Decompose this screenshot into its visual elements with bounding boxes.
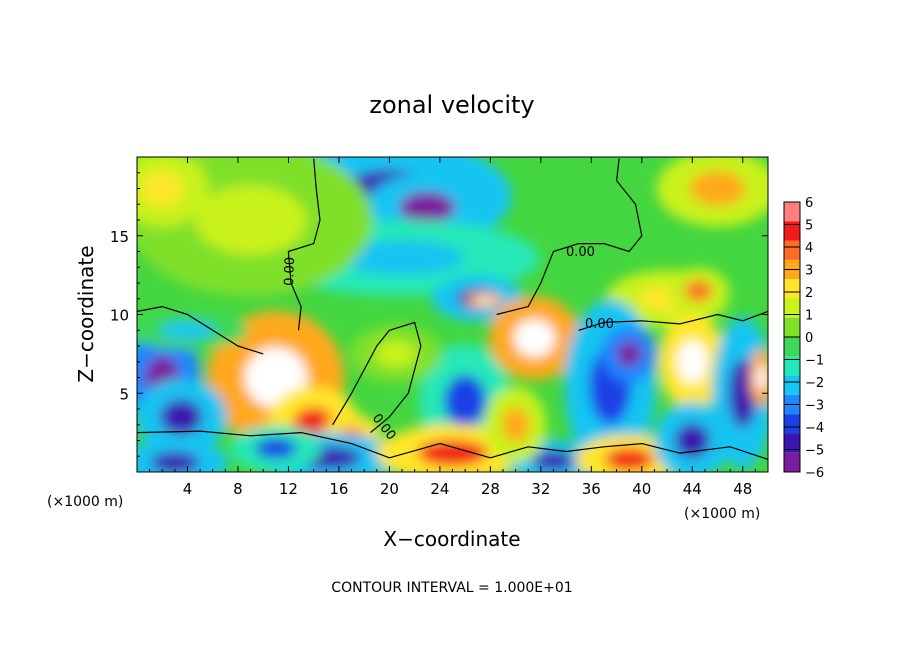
colorbar-tick-label: −1: [805, 354, 824, 369]
field-blob-core: [417, 440, 488, 467]
colorbar-swatch: [784, 202, 800, 222]
colorbar-swatch: [784, 298, 800, 318]
colorbar-tick-label: 1: [805, 309, 813, 324]
field-blob-core: [684, 280, 713, 302]
field-blob-core: [674, 423, 710, 458]
colorbar-swatch: [784, 414, 800, 434]
colorbar-tick-label: 2: [805, 286, 813, 301]
zero-contour-line: [332, 321, 422, 434]
x-tick-label: 36: [582, 480, 601, 498]
contour-label: 0.00: [585, 317, 614, 332]
colorbar-swatch: [784, 356, 800, 376]
x-tick-label: 24: [430, 480, 449, 498]
x-axis: 4 8 12 16 20 24 28 32 36 40 44 48: [149, 157, 756, 498]
field-blob-core: [339, 240, 465, 276]
x-tick-label: 8: [233, 480, 243, 498]
colorbar-tick-label: 0: [805, 331, 813, 346]
field-blob-core: [475, 296, 493, 304]
x-tick-label: 32: [531, 480, 550, 498]
field-blob-core: [689, 171, 746, 206]
colorbar-tick-label: −5: [805, 444, 824, 459]
field-blob-core: [677, 340, 708, 384]
x-tick-label: 16: [329, 480, 348, 498]
field-blob-core: [374, 340, 417, 367]
x-unit-label: (×1000 m): [47, 494, 123, 510]
field-blob-core: [604, 448, 654, 471]
colorbar-swatch: [784, 317, 800, 337]
zero-contour-line: [137, 430, 768, 460]
field-blob-core: [501, 407, 530, 443]
y-tick-label: 15: [110, 228, 129, 246]
colorbar-swatch: [784, 452, 800, 472]
field-blob-core: [756, 364, 768, 391]
zero-contour-line: [578, 310, 768, 331]
x-tick-label: 44: [683, 480, 702, 498]
contour-interval-note: CONTOUR INTERVAL = 1.000E+01: [331, 580, 572, 596]
colorbar-swatch: [784, 375, 800, 395]
colorbar-tick-label: −6: [805, 466, 824, 481]
x-tick-label: 12: [279, 480, 298, 498]
contour-label: 0.00: [282, 257, 298, 286]
colorbar-tick-label: 5: [805, 219, 813, 234]
field-blob-core: [254, 437, 297, 459]
x-tick-label: 40: [632, 480, 651, 498]
zero-contours: [137, 158, 768, 460]
contour-label: 0.00: [566, 245, 595, 260]
colorbar-tick-label: 3: [805, 264, 813, 279]
field-blob-core: [399, 191, 456, 223]
z-unit-label: (×1000 m): [684, 506, 760, 522]
x-tick-label: 20: [380, 480, 399, 498]
velocity-field: [137, 157, 768, 472]
field-blob-core: [616, 340, 642, 367]
x-tick-label: 4: [183, 480, 193, 498]
x-tick-label: 28: [481, 480, 500, 498]
field-blob-core: [444, 375, 486, 428]
y-axis: 5 10 15: [110, 172, 768, 457]
colorbar-swatch: [784, 433, 800, 453]
colorbar-swatch: [784, 337, 800, 357]
colorbar-tick-label: 4: [805, 241, 813, 256]
x-axis-title: X−coordinate: [383, 527, 520, 551]
colorbar-tick-label: −2: [805, 376, 824, 391]
colorbar-swatch: [784, 279, 800, 299]
field-blob-core: [513, 319, 556, 358]
field-blob-core: [532, 451, 575, 471]
colorbar-tick-label: 6: [805, 196, 813, 211]
colorbar: 6 5 4 3 2 1 0 −1 −2 −3 −4 −5 −6: [783, 196, 824, 481]
field-blob-core: [160, 399, 202, 435]
chart-title: zonal velocity: [369, 91, 534, 119]
field-blob-core: [159, 321, 216, 339]
zero-contour-line: [137, 306, 264, 355]
colorbar-swatch: [784, 240, 800, 260]
field-blob-core: [141, 171, 184, 206]
field-blob-core: [195, 185, 307, 255]
y-tick-label: 10: [110, 307, 129, 325]
plot-area: 0.00 0.00 0.00 0.00: [136, 156, 769, 473]
colorbar-tick-label: −3: [805, 399, 824, 414]
zero-contour-line: [496, 158, 643, 316]
colorbar-swatch: [784, 221, 800, 241]
zero-contour-line: [287, 158, 321, 331]
x-tick-label: 48: [733, 480, 752, 498]
colorbar-tick-label: −4: [805, 421, 824, 436]
y-axis-title: Z−coordinate: [74, 245, 98, 382]
y-tick-label: 5: [119, 385, 129, 403]
